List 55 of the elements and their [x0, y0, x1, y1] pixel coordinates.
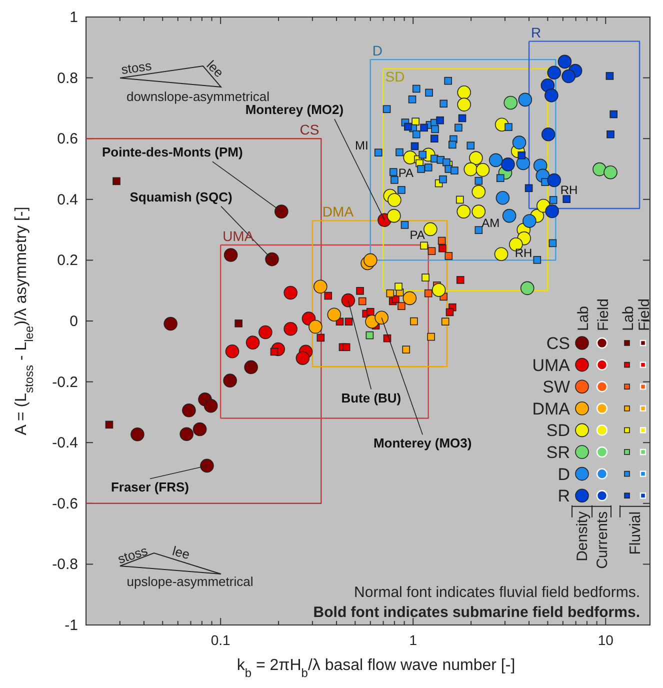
annotation: stoss	[116, 542, 150, 567]
annotation: Fluvial	[627, 511, 644, 555]
y-tick-label: -1	[64, 617, 78, 634]
y-tick-label: 0	[70, 313, 78, 330]
annotation: Monterey (MO2)	[245, 102, 344, 118]
annotation: Density	[574, 510, 591, 562]
annotation: Lab	[575, 306, 592, 331]
annotation: downslope-asymmetrical	[126, 89, 270, 104]
annotation: lee	[204, 57, 227, 80]
annotation: Currents	[594, 511, 611, 569]
annotation: Pointe-des-Monts (PM)	[102, 144, 243, 160]
x-axis-title: k$_{b}$ = 2πH$_{b}$/λ basal flow wave number [-]	[236, 657, 516, 680]
annotation: R	[531, 24, 542, 40]
annotation: PA	[410, 228, 425, 242]
legend-label: CS	[546, 334, 570, 353]
annotation: AM	[482, 216, 500, 230]
annotation: DMA	[322, 204, 354, 220]
y-tick-label: -0.4	[52, 434, 78, 452]
y-tick-label: 1	[70, 9, 78, 26]
legend-label: R	[558, 486, 570, 506]
y-tick-label: 0.4	[57, 191, 78, 208]
legend-label: SR	[546, 443, 570, 462]
y-tick-label: -0.2	[52, 374, 78, 391]
y-tick-label: 0.8	[57, 70, 78, 87]
annotation: Monterey (MO3)	[373, 436, 472, 451]
annotation: Fraser (FRS)	[110, 480, 189, 495]
legend-label: SD	[546, 421, 570, 440]
annotation: SD	[385, 68, 405, 85]
legend-label: UMA	[532, 356, 571, 375]
annotation: MI	[355, 138, 368, 153]
y-tick-label: -0.8	[52, 556, 78, 574]
annotation: Lab	[620, 306, 637, 331]
annotation: Squamish (SQC)	[130, 189, 232, 204]
y-tick-label: -0.6	[52, 495, 78, 512]
legend-label: SW	[542, 378, 570, 397]
y-tick-label: 0.2	[57, 252, 78, 270]
y-tick-label: 0.6	[57, 130, 78, 148]
annotation: Field	[636, 298, 653, 331]
x-tick-label: 1	[409, 632, 418, 648]
legend-label: D	[558, 464, 570, 484]
x-tick-label: 10	[598, 632, 614, 648]
annotation: RH	[560, 183, 578, 198]
annotation: Bold font indicates submarine field bedforms.	[313, 604, 640, 621]
annotation: Bute (BU)	[341, 390, 402, 406]
annotation: Normal font indicates fluvial field bedforms.	[354, 584, 640, 601]
annotation: stoss	[120, 58, 153, 78]
legend-label: DMA	[532, 399, 571, 418]
annotation: lee	[170, 543, 192, 562]
annotation: RH	[514, 246, 532, 260]
annotation: upslope-asymmetrical	[126, 574, 254, 589]
x-tick-label: 0.1	[210, 632, 231, 648]
annotation: Field	[595, 298, 612, 331]
annotation: PA	[398, 166, 414, 180]
annotation: D	[372, 42, 383, 59]
annotation: CS	[300, 122, 320, 138]
